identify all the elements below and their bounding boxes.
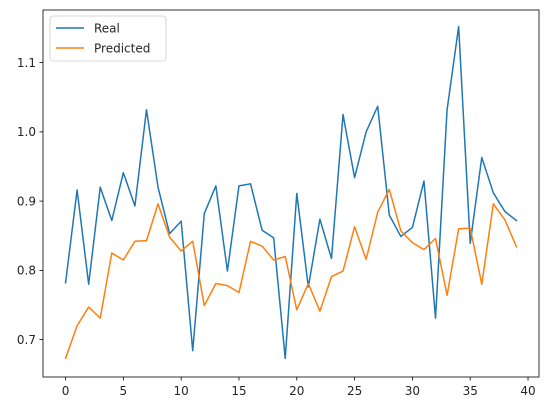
x-tick-label: 0 bbox=[62, 384, 70, 398]
y-tick-label: 1.0 bbox=[17, 125, 36, 139]
x-tick-label: 35 bbox=[463, 384, 478, 398]
y-tick-label: 1.1 bbox=[17, 56, 36, 70]
x-tick-label: 20 bbox=[289, 384, 304, 398]
x-tick-label: 15 bbox=[231, 384, 246, 398]
y-tick-label: 0.7 bbox=[17, 333, 36, 347]
legend: Real Predicted bbox=[50, 16, 166, 61]
y-tick-label: 0.8 bbox=[17, 264, 36, 278]
x-tick-label: 5 bbox=[120, 384, 128, 398]
x-tick-label: 30 bbox=[405, 384, 420, 398]
x-tick-label: 10 bbox=[174, 384, 189, 398]
y-tick-label: 0.9 bbox=[17, 194, 36, 208]
x-tick-label: 25 bbox=[347, 384, 362, 398]
legend-label-real: Real bbox=[94, 21, 120, 35]
x-tick-label: 40 bbox=[520, 384, 535, 398]
legend-label-predicted: Predicted bbox=[94, 41, 150, 55]
